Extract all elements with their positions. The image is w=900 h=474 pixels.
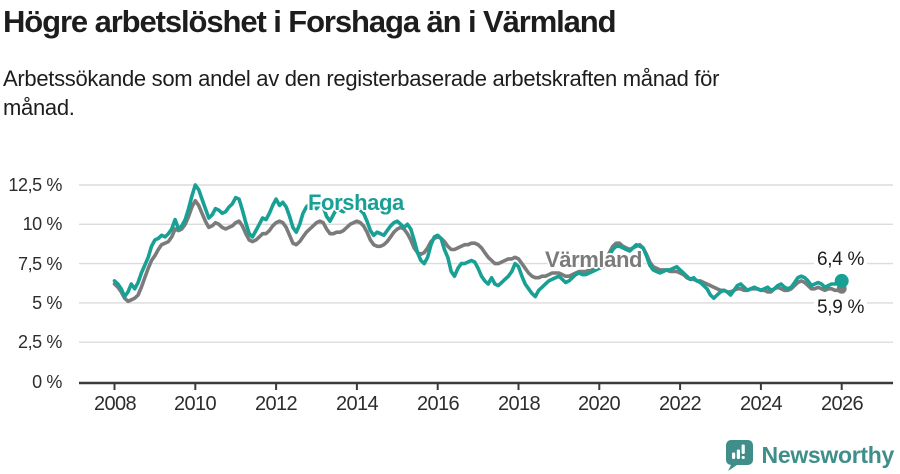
x-axis-tick-label: 2016: [416, 393, 460, 415]
x-axis-tick-label: 2014: [335, 393, 379, 415]
x-axis-tick-label: 2010: [173, 393, 217, 415]
x-axis-tick-label: 2024: [739, 393, 783, 415]
y-axis-tick-label: 7,5 %: [17, 254, 62, 274]
x-axis-tick-label: 2026: [820, 393, 864, 415]
newsworthy-logo: Newsworthy: [724, 439, 894, 471]
end-value-label-varmland: 5,9 %: [814, 298, 868, 317]
series-line-forshaga: [112, 183, 844, 301]
brand-name: Newsworthy: [761, 441, 895, 468]
y-axis-tick-label: 12,5 %: [8, 175, 62, 195]
end-dot-forshaga: [834, 273, 849, 288]
y-axis-tick-label: 0 %: [32, 372, 62, 392]
end-value-label-forshaga: 6,4 %: [814, 250, 868, 269]
logo-bar-short: [731, 452, 735, 459]
x-axis-tick-label: 2018: [497, 393, 541, 415]
y-axis-tick-label: 5 %: [32, 293, 62, 313]
logo-exclamation-stroke: [741, 444, 745, 454]
subtitle-line-1: Arbetssökande som andel av den registerb…: [3, 66, 720, 91]
page-title: Högre arbetslöshet i Forshaga än i Värml…: [3, 4, 617, 39]
y-axis-tick-label: 10 %: [22, 214, 63, 234]
series-label-forshaga: Forshaga: [308, 190, 404, 215]
series-line-värmland: [112, 198, 844, 304]
y-axis-tick-label: 2,5 %: [17, 332, 62, 352]
logo-exclamation-dot: [741, 456, 745, 459]
bar-chart-speech-bubble-icon: [725, 440, 753, 471]
series-label-varmland: Värmland: [545, 247, 643, 272]
x-axis-tick-label: 2022: [658, 393, 702, 415]
x-axis-tick-label: 2012: [254, 393, 298, 415]
subtitle-line-2: månad.: [3, 95, 75, 120]
x-axis-tick-label: 2008: [93, 393, 137, 415]
logo-bar-medium: [736, 449, 740, 459]
chart-subtitle: Arbetssökande som andel av den registerb…: [3, 64, 719, 122]
x-axis-tick-label: 2020: [577, 393, 621, 415]
